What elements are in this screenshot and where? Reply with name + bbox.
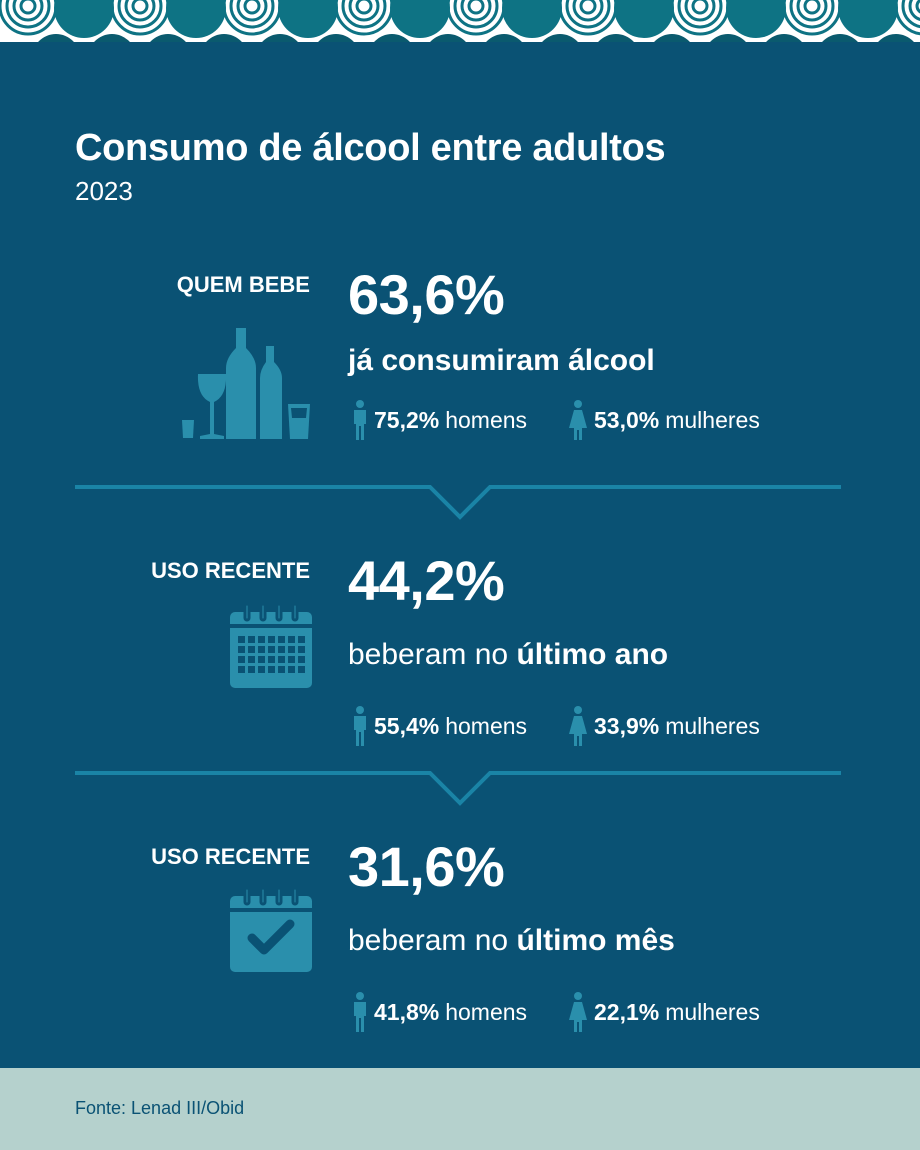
women-stat: 53,0% mulheres (568, 400, 760, 440)
page-title: Consumo de álcool entre adultos (75, 127, 666, 169)
calendar-grid-icon (230, 602, 312, 693)
woman-icon (569, 992, 587, 1032)
stat-description: já consumiram álcool (348, 344, 655, 378)
section-uso-recente-mes: USO RECENTE 31,6% beberam no último mês (0, 835, 920, 1102)
women-percentage: 33,9% (594, 712, 660, 739)
section-quem-bebe: QUEM BEBE (0, 263, 920, 530)
section-label: USO RECENTE (151, 558, 310, 583)
bottles-glasses-icon (180, 326, 312, 445)
page-subtitle-year: 2023 (75, 176, 133, 206)
men-percentage: 41,8% (374, 998, 440, 1025)
men-label: homens (445, 712, 528, 739)
men-stat: 41,8% homens (352, 992, 527, 1032)
men-stat: 75,2% homens (352, 400, 527, 440)
source-note: Fonte: Lenad III/Obid (75, 1098, 245, 1118)
footer: Fonte: Lenad III/Obid (0, 1068, 920, 1150)
stat-value: 44,2% (348, 549, 505, 612)
stat-value: 63,6% (348, 263, 505, 326)
section-divider (75, 485, 841, 520)
main-panel: Consumo de álcool entre adultos 2023 QUE… (0, 42, 920, 1068)
section-uso-recente-ano: USO RECENTE 44,2% beberam no últ (0, 549, 920, 816)
women-percentage: 22,1% (594, 998, 660, 1025)
men-label: homens (445, 406, 528, 433)
men-stat: 55,4% homens (352, 706, 527, 746)
women-stat: 22,1% mulheres (568, 992, 760, 1032)
women-label: mulheres (665, 712, 760, 739)
desc-bold: já consumiram álcool (348, 344, 655, 377)
section-label: QUEM BEBE (176, 272, 310, 297)
women-percentage: 53,0% (594, 406, 660, 433)
top-pattern (0, 0, 920, 42)
calendar-check-icon (230, 886, 312, 977)
stat-description: beberam no último ano (348, 638, 668, 672)
stat-value: 31,6% (348, 835, 505, 898)
section-divider (75, 771, 841, 806)
circle-pattern-decoration (0, 0, 920, 42)
desc-bold: último mês (516, 924, 675, 957)
desc-prefix: beberam no (348, 924, 517, 957)
stat-description: beberam no último mês (348, 924, 675, 958)
women-label: mulheres (665, 406, 760, 433)
man-icon (354, 400, 366, 440)
man-icon (354, 706, 366, 746)
men-percentage: 75,2% (374, 406, 440, 433)
woman-icon (569, 706, 587, 746)
men-label: homens (445, 998, 528, 1025)
women-stat: 33,9% mulheres (568, 706, 760, 746)
men-percentage: 55,4% (374, 712, 440, 739)
desc-bold: último ano (516, 638, 669, 671)
section-label: USO RECENTE (151, 844, 310, 869)
desc-prefix: beberam no (348, 638, 517, 671)
women-label: mulheres (665, 998, 760, 1025)
man-icon (354, 992, 366, 1032)
woman-icon (569, 400, 587, 440)
